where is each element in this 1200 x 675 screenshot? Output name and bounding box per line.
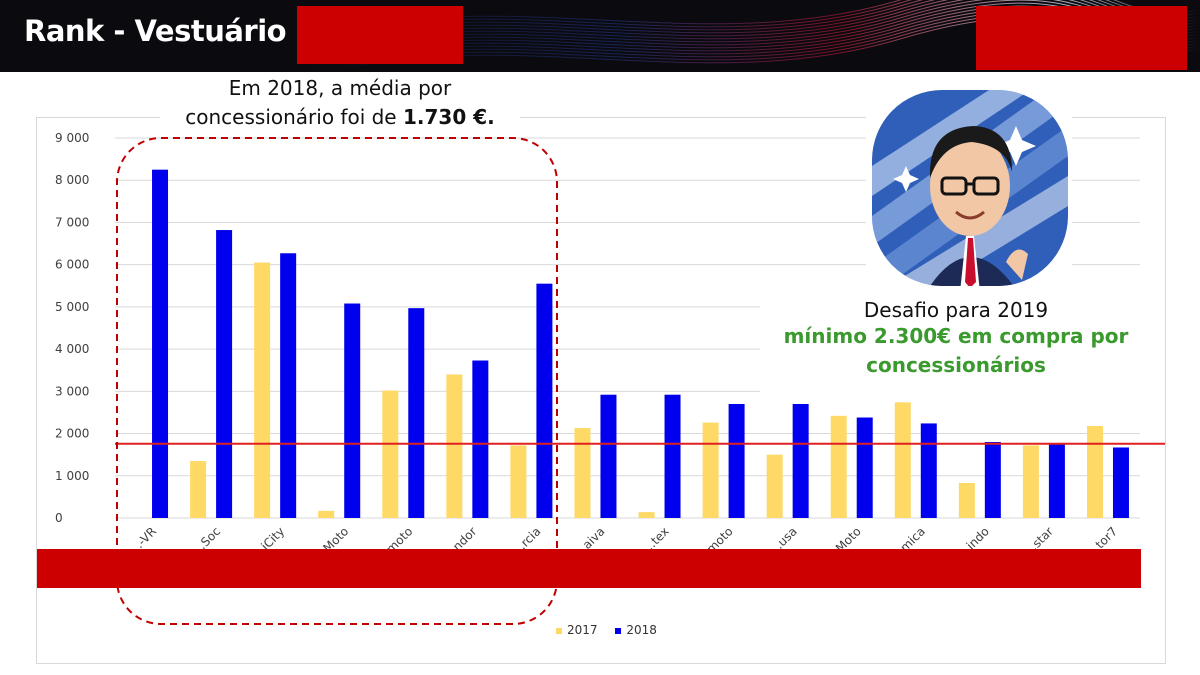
bar-2018-13 (984, 442, 1001, 518)
bar-2018-12 (920, 423, 937, 518)
y-tick-label: 8 000 (55, 173, 89, 187)
bar-2018-6 (536, 283, 553, 518)
redaction-bar-chart-labels (37, 549, 1141, 588)
challenge-line2: concessionários (866, 353, 1046, 377)
annotation-line2-prefix: concessionário foi de (185, 105, 403, 129)
y-axis-ticks: 0 1 000 2 000 3 000 4 000 5 000 6 000 7 000 8 00… (55, 131, 89, 525)
bar-2017-4 (382, 390, 399, 518)
y-tick-label: 5 000 (55, 300, 89, 314)
annotation-line1: Em 2018, a média por (228, 76, 452, 100)
bar-2018-2 (280, 253, 297, 518)
bars (152, 169, 1129, 518)
y-tick-label: 9 000 (55, 131, 89, 145)
legend-label-2017: 2017 (567, 623, 598, 637)
average-annotation: Em 2018, a média por concessionário foi … (160, 74, 520, 132)
y-tick-label: 6 000 (55, 258, 89, 272)
bar-2017-11 (830, 415, 847, 518)
avatar (866, 86, 1072, 292)
bar-2018-3 (344, 303, 361, 518)
bar-2017-8 (638, 512, 655, 518)
bar-2018-8 (664, 394, 681, 518)
redaction-bar-header-right (976, 6, 1187, 70)
legend-item-2018: 2018 (615, 623, 657, 637)
bar-2018-4 (408, 308, 425, 518)
bar-2018-9 (728, 404, 745, 518)
legend-item-2017: 2017 (556, 623, 598, 637)
redaction-bar-header-left (297, 6, 463, 64)
bar-2017-10 (766, 454, 783, 518)
cartoon-avatar-icon (872, 90, 1068, 286)
y-tick-label: 2 000 (55, 427, 89, 441)
bar-2017-15 (1086, 425, 1103, 518)
bar-2018-15 (1112, 447, 1129, 518)
chart-legend: 2017 2018 (556, 623, 671, 637)
bar-2018-7 (600, 394, 617, 518)
y-tick-label: 0 (55, 511, 63, 525)
legend-swatch-2018 (615, 627, 622, 634)
bar-2017-12 (894, 402, 911, 518)
y-tick-label: 4 000 (55, 342, 89, 356)
bar-2017-1 (190, 461, 207, 518)
bar-2018-0 (152, 169, 169, 518)
bar-2018-5 (472, 360, 489, 518)
bar-2017-2 (254, 262, 271, 518)
bar-2017-7 (574, 428, 591, 518)
bar-2017-5 (446, 374, 463, 518)
bar-2017-13 (958, 482, 975, 518)
bar-2017-14 (1022, 445, 1039, 518)
bar-2018-1 (216, 230, 233, 518)
page-title: Rank - Vestuário (24, 14, 287, 48)
challenge-title: Desafio para 2019 (863, 298, 1049, 322)
bar-2017-9 (702, 422, 719, 518)
legend-swatch-2017 (556, 627, 562, 634)
challenge-callout: Desafio para 2019 mínimo 2.300€ em compr… (760, 292, 1152, 392)
y-tick-label: 1 000 (55, 469, 89, 483)
y-tick-label: 3 000 (55, 384, 89, 398)
challenge-line1: mínimo 2.300€ em compra por (783, 324, 1129, 348)
bar-2017-3 (318, 510, 335, 518)
bar-2018-11 (856, 417, 873, 518)
legend-label-2018: 2018 (626, 623, 657, 637)
bar-2018-14 (1048, 444, 1065, 518)
bar-2018-10 (792, 404, 809, 518)
bar-2017-6 (510, 445, 527, 518)
annotation-amount: 1.730 €. (402, 105, 495, 129)
y-tick-label: 7 000 (55, 215, 89, 229)
